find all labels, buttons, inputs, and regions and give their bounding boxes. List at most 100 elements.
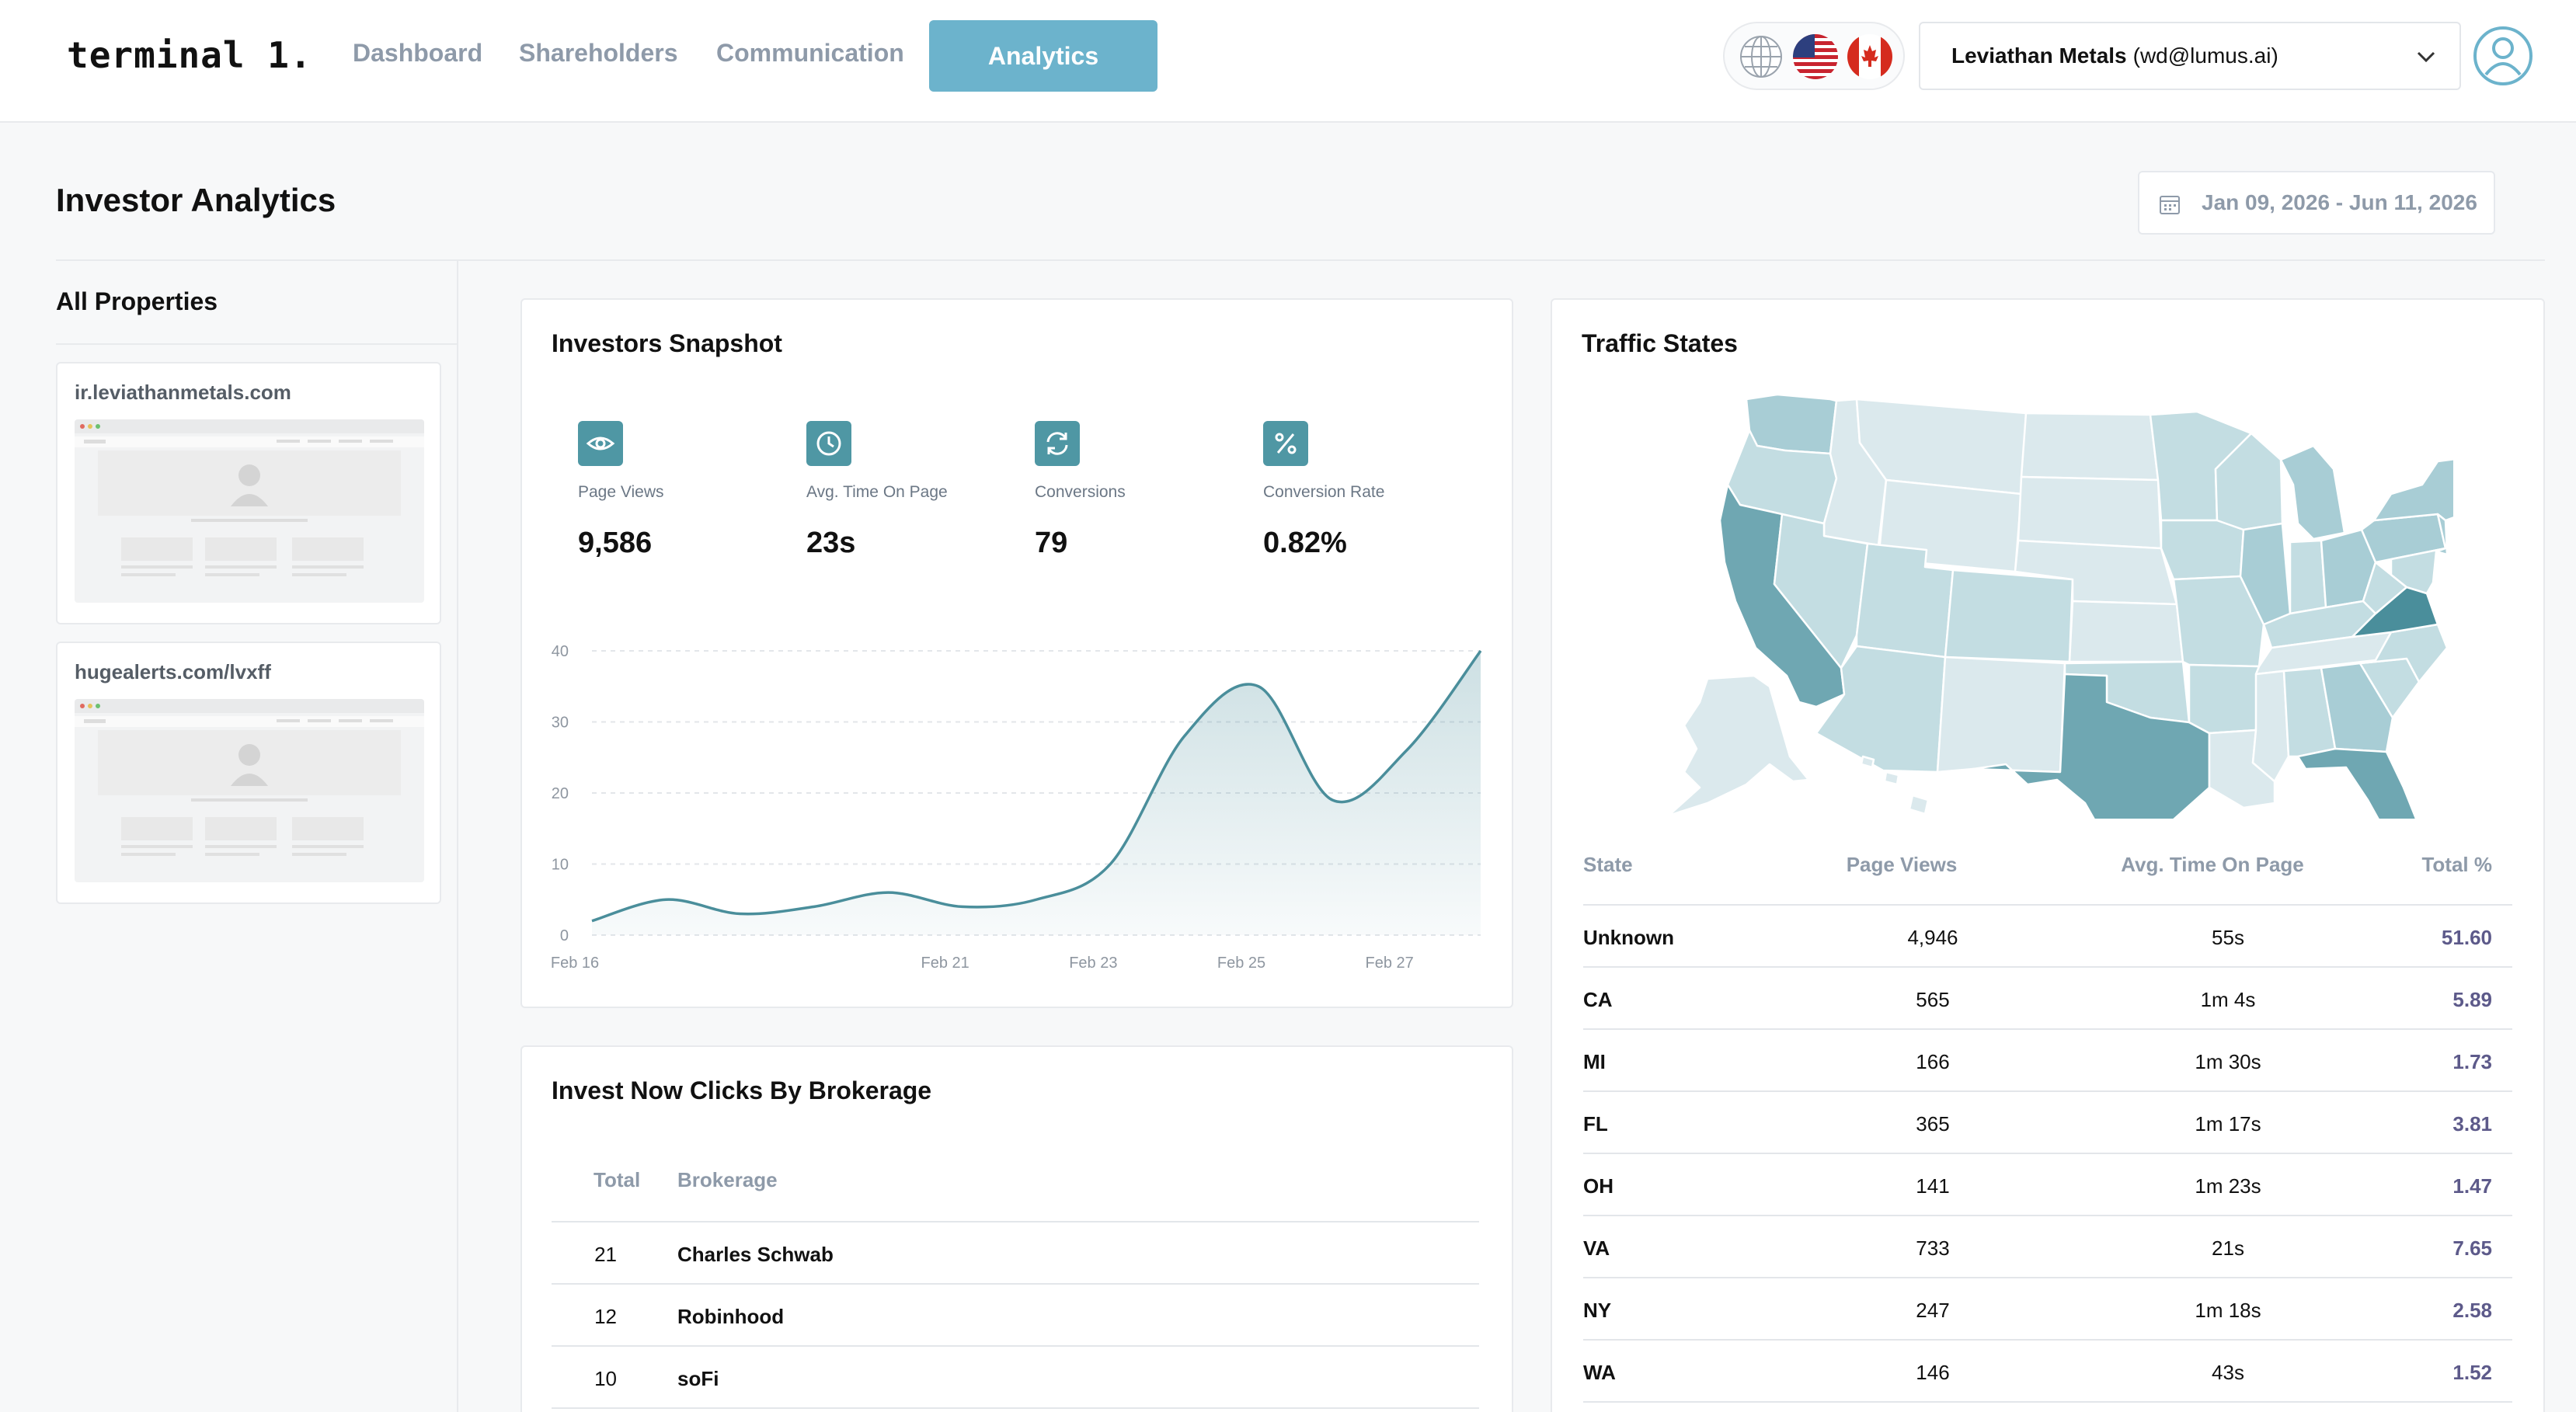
canada-flag-icon[interactable] — [1847, 34, 1892, 79]
state-name: MI — [1583, 1050, 1606, 1073]
avg-time-value: 55s — [2212, 926, 2244, 949]
avg-time-value: 1m 4s — [2200, 988, 2256, 1011]
map-state-new-jersey[interactable] — [2435, 513, 2449, 556]
nav-dashboard[interactable]: Dashboard — [353, 39, 483, 67]
map-state-washington[interactable] — [1745, 393, 1838, 455]
total-percent-value: 1.73 — [2452, 1050, 2492, 1073]
clock-icon — [806, 421, 851, 466]
map-state-hawaii[interactable] — [1860, 755, 1930, 816]
page-views-value: 365 — [1916, 1112, 1950, 1136]
total-percent-value: 5.89 — [2452, 988, 2492, 1011]
brokerage-total: 12 — [594, 1305, 617, 1328]
metric-value: 79 — [1035, 527, 1068, 559]
map-state-new-mexico[interactable] — [1936, 656, 2066, 774]
table-divider — [1583, 1339, 2512, 1341]
y-tick-label: 40 — [552, 643, 569, 660]
map-state-texas[interactable] — [1972, 673, 2211, 819]
nav-analytics[interactable]: Analytics — [929, 20, 1157, 92]
map-state-georgia[interactable] — [2320, 662, 2394, 753]
total-percent-value: 1.47 — [2452, 1174, 2492, 1198]
avg-time-value: 1m 18s — [2195, 1299, 2261, 1322]
column-header-page-views[interactable]: Page Views — [1846, 853, 1958, 876]
date-range-text: Jan 09, 2026 - Jun 11, 2026 — [2202, 190, 2477, 214]
page-views-area-chart: 0 10 20 30 40 Feb 16 Feb 21 Feb 23 Feb 25 Feb 27 — [551, 643, 1482, 972]
refresh-icon — [1035, 421, 1080, 466]
chart-area-fill — [592, 651, 1481, 935]
us-flag-icon[interactable] — [1793, 34, 1838, 79]
x-tick-label: Feb 21 — [921, 955, 969, 972]
table-divider — [1583, 904, 2512, 906]
x-tick-label: Feb 23 — [1069, 955, 1117, 972]
table-row: OH 141 1m 23s 1.47 — [1583, 1154, 2512, 1216]
page-title: Investor Analytics — [56, 182, 336, 218]
avg-time-value: 1m 30s — [2195, 1050, 2261, 1073]
total-percent-value: 3.81 — [2452, 1112, 2492, 1136]
property-url: ir.leviathanmetals.com — [75, 381, 291, 404]
map-state-north-dakota[interactable] — [2020, 412, 2160, 482]
column-header-brokerage[interactable]: Brokerage — [677, 1168, 778, 1191]
y-tick-label: 0 — [560, 927, 569, 944]
nav-shareholders[interactable]: Shareholders — [519, 39, 678, 67]
state-name: FL — [1583, 1112, 1608, 1136]
state-name: VA — [1583, 1236, 1610, 1260]
app-logo[interactable]: terminal 1. — [67, 34, 312, 76]
column-header-avg-time[interactable]: Avg. Time On Page — [2121, 853, 2304, 876]
column-header-total-percent[interactable]: Total % — [2421, 853, 2492, 876]
globe-icon[interactable] — [1739, 34, 1784, 79]
brokerage-title: Invest Now Clicks By Brokerage — [552, 1076, 932, 1104]
column-header-state[interactable]: State — [1583, 853, 1633, 876]
map-state-florida[interactable] — [2296, 747, 2422, 819]
table-divider — [552, 1407, 1479, 1409]
state-name: CA — [1583, 988, 1613, 1011]
table-row: VA 733 21s 7.65 — [1583, 1216, 2512, 1278]
map-state-kansas[interactable] — [2068, 600, 2184, 663]
page-views-value: 247 — [1916, 1299, 1950, 1322]
table-row: FL 365 1m 17s 3.81 — [1583, 1092, 2512, 1154]
table-divider — [552, 1283, 1479, 1285]
snapshot-title: Investors Snapshot — [552, 329, 782, 357]
page-views-value: 733 — [1916, 1236, 1950, 1260]
map-state-indiana[interactable] — [2289, 539, 2327, 615]
metric-label: Conversions — [1035, 483, 1126, 501]
map-state-mississippi[interactable] — [2251, 669, 2290, 783]
map-state-michigan[interactable] — [2279, 444, 2346, 541]
map-state-arkansas[interactable] — [2188, 663, 2261, 735]
table-row: WA 146 43s 1.52 — [1583, 1341, 2512, 1403]
y-tick-label: 20 — [552, 785, 569, 802]
property-card[interactable]: ir.leviathanmetals.com — [56, 362, 441, 624]
property-url: hugealerts.com/lvxff — [75, 660, 271, 683]
map-state-alaska[interactable] — [1667, 674, 1810, 817]
metric-label: Avg. Time On Page — [806, 483, 948, 501]
map-state-maryland-delaware[interactable] — [2390, 547, 2447, 595]
table-row: 21 Charles Schwab — [552, 1222, 1479, 1285]
metric-value: 0.82% — [1263, 527, 1347, 559]
state-name: Unknown — [1583, 926, 1674, 949]
page-views-value: 4,946 — [1907, 926, 1958, 949]
map-state-new-york[interactable] — [2372, 458, 2453, 522]
chart-series-line — [591, 649, 1482, 923]
property-card[interactable]: hugealerts.com/lvxff — [56, 642, 441, 904]
map-state-colorado[interactable] — [1944, 569, 2074, 663]
total-percent-value: 51.60 — [2441, 926, 2492, 949]
table-divider — [1583, 1028, 2512, 1030]
map-state-south-dakota[interactable] — [2017, 475, 2163, 550]
nav-communication[interactable]: Communication — [716, 39, 904, 67]
x-tick-label: Feb 27 — [1366, 955, 1414, 972]
date-range-picker[interactable]: Jan 09, 2026 - Jun 11, 2026 — [2138, 171, 2495, 235]
column-header-total[interactable]: Total — [594, 1168, 641, 1191]
map-state-iowa[interactable] — [2160, 519, 2245, 581]
table-divider — [1583, 966, 2512, 968]
total-percent-value: 7.65 — [2452, 1236, 2492, 1260]
brokerage-name: soFi — [677, 1367, 719, 1390]
table-row: NY 247 1m 18s 2.58 — [1583, 1278, 2512, 1341]
total-percent-value: 2.58 — [2452, 1299, 2492, 1322]
us-states-choropleth-map — [1667, 393, 2453, 819]
chevron-down-icon — [2417, 51, 2435, 63]
sidebar-divider — [457, 261, 458, 1412]
avg-time-value: 21s — [2212, 1236, 2244, 1260]
account-selector[interactable]: Leviathan Metals (wd@lumus.ai) — [1919, 22, 2461, 90]
table-row: MI 166 1m 30s 1.73 — [1583, 1030, 2512, 1092]
metric-label: Conversion Rate — [1263, 483, 1385, 501]
investors-snapshot-card: Investors Snapshot Page Views 9,586 Avg.… — [520, 298, 1513, 1008]
user-avatar-icon[interactable] — [2472, 25, 2534, 87]
